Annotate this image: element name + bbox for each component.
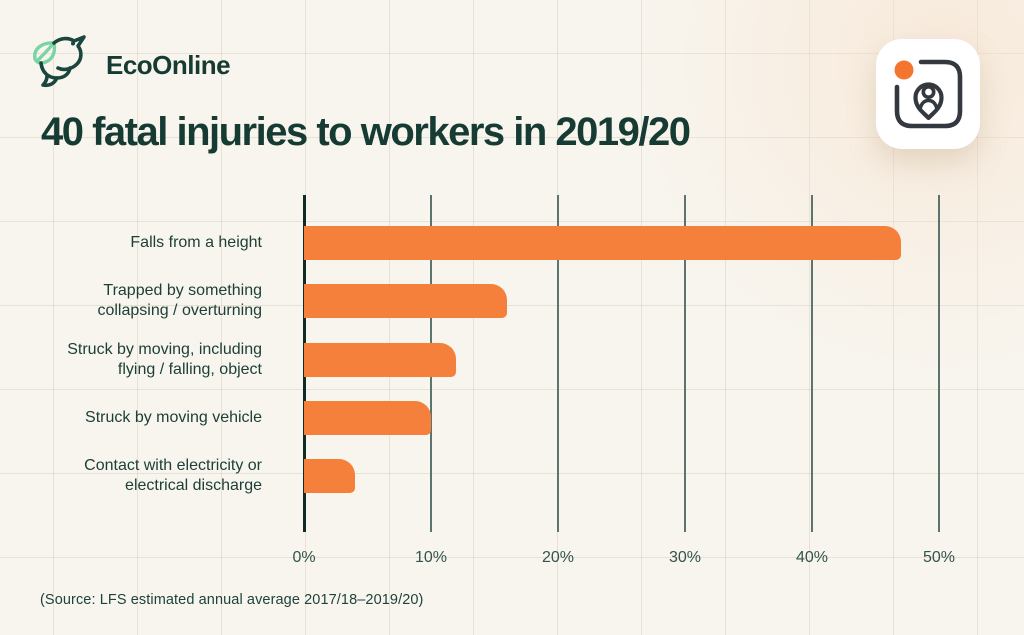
x-tick-label: 0% <box>292 549 316 566</box>
bar-struck-by-moving-including-flying-falling-object <box>304 342 457 377</box>
bar-struck-by-moving-vehicle <box>304 400 431 435</box>
x-tick-label: 50% <box>922 549 956 566</box>
category-label: Falls from a height <box>130 234 262 251</box>
bar-trapped-by-something-collapsing-overturning <box>304 284 508 319</box>
brand-name: EcoOnline <box>106 50 231 80</box>
source-note: (Source: LFS estimated annual average 20… <box>40 592 424 608</box>
lone-worker-app-icon <box>894 59 963 129</box>
x-tick-label: 40% <box>795 549 829 566</box>
category-label: Trapped by something collapsing / overtu… <box>97 282 262 320</box>
category-label: Struck by moving, including flying / fal… <box>67 340 262 378</box>
notification-dot-icon <box>894 60 914 80</box>
app-icon-card <box>876 39 980 149</box>
bar-falls-from-a-height <box>304 226 901 260</box>
bar-contact-with-electricity-or-electrical-discharge <box>304 459 355 494</box>
category-label: Struck by moving vehicle <box>85 408 262 426</box>
x-tick-label: 20% <box>541 549 575 566</box>
x-tick-label: 30% <box>668 549 702 566</box>
gridline-20% <box>557 195 559 532</box>
gridline-40% <box>811 195 813 532</box>
x-tick-label: 10% <box>414 549 448 566</box>
page-title: 40 fatal injuries to workers in 2019/20 <box>41 110 691 154</box>
ecoonline-logo-icon <box>33 35 86 88</box>
category-label: Contact with electricity or electrical d… <box>84 457 262 495</box>
gridline-30% <box>684 195 686 532</box>
gridline-50% <box>938 195 940 532</box>
